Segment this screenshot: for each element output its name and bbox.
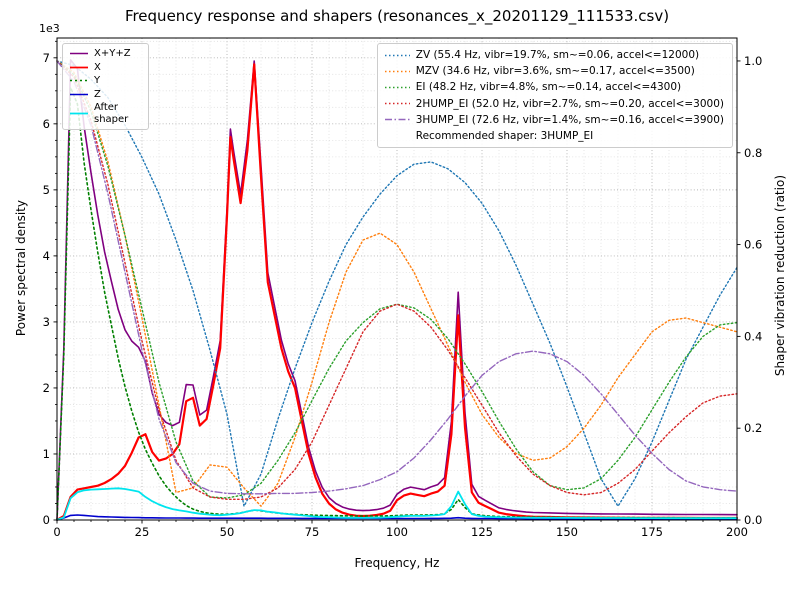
- y-left-tick-label: 1: [43, 447, 50, 461]
- x-tick-label: 100: [386, 525, 408, 539]
- y-left-tick-label: 7: [43, 51, 50, 65]
- psd-legend-item-4-line-sample: [70, 112, 88, 115]
- psd-legend-item-3-line-sample: [70, 93, 88, 96]
- legend-item-recommendation-label: Recommended shaper: 3HUMP_EI: [415, 129, 594, 142]
- x-tick-label: 25: [135, 525, 150, 539]
- y-left-tick-label: 4: [43, 249, 50, 263]
- psd-legend-item-0-line-sample: [70, 52, 88, 55]
- shaper-legend-item-2-line-sample: [384, 86, 410, 89]
- shaper-legend: ZV (55.4 Hz, vibr=19.7%, sm~=0.06, accel…: [376, 43, 733, 149]
- x-tick-label: 50: [220, 525, 235, 539]
- chart-title: Frequency response and shapers (resonanc…: [124, 7, 670, 25]
- psd-line-X: [55, 63, 739, 522]
- y-left-tick-label: 5: [43, 183, 50, 197]
- x-tick-label: 150: [556, 525, 578, 539]
- left-axis-label: Power spectral density: [14, 200, 28, 337]
- psd-line-After-shaper: [56, 487, 738, 521]
- shaper-legend-item-2-label: EI (48.2 Hz, vibr=4.8%, sm~=0.14, accel<…: [415, 81, 682, 94]
- y-left-tick-label: 2: [43, 381, 50, 395]
- shaper-legend-item-1-label: MZV (34.6 Hz, vibr=3.6%, sm~=0.17, accel…: [415, 65, 695, 78]
- x-tick-label: 125: [471, 525, 493, 539]
- psd-legend-item-4: After shaper: [69, 102, 140, 125]
- shaper-line-2HUMP_EI: [56, 60, 738, 500]
- shaper-legend-item-0: ZV (55.4 Hz, vibr=19.7%, sm~=0.06, accel…: [384, 48, 724, 62]
- axis-scale-offset: 1e3: [39, 22, 60, 35]
- shaper-legend-item-3-label: 2HUMP_EI (52.0 Hz, vibr=2.7%, sm~=0.20, …: [415, 97, 724, 110]
- shaper-legend-item-0-line-sample: [384, 54, 410, 56]
- shaper-legend-item-4-label: 3HUMP_EI (72.6 Hz, vibr=1.4%, sm~=0.16, …: [415, 113, 724, 126]
- psd-legend-item-1-label: X: [94, 61, 101, 73]
- shaper-line-3HUMP_EI: [56, 60, 738, 495]
- y-left-tick-label: 6: [43, 117, 50, 131]
- shaper-legend-item-4-line-sample: [384, 119, 410, 121]
- y-right-tick-label: 0.0: [744, 513, 762, 527]
- shaper-legend-item-1-line-sample: [384, 70, 410, 72]
- psd-line-Z: [56, 514, 738, 521]
- shaper-legend-item-4: 3HUMP_EI (72.6 Hz, vibr=1.4%, sm~=0.16, …: [384, 113, 724, 127]
- right-axis-label: Shaper vibration reduction (ratio): [773, 175, 787, 377]
- x-tick-label: 75: [305, 525, 320, 539]
- psd-legend-item-2: Y: [69, 75, 140, 87]
- psd-legend-item-0: X+Y+Z: [69, 48, 140, 60]
- psd-legend-item-3: Z: [69, 89, 140, 101]
- y-right-tick-label: 0.4: [744, 329, 762, 343]
- psd-legend-item-2-line-sample: [70, 79, 88, 82]
- shaper-line-MZV: [56, 60, 738, 507]
- x-tick-label: 0: [53, 525, 60, 539]
- psd-legend-item-3-label: Z: [94, 88, 101, 100]
- shaper-legend-item-1: MZV (34.6 Hz, vibr=3.6%, sm~=0.17, accel…: [384, 64, 724, 78]
- y-right-tick-label: 1.0: [744, 54, 762, 68]
- psd-legend-item-0-label: X+Y+Z: [94, 48, 131, 59]
- y-right-tick-label: 0.6: [744, 238, 762, 252]
- x-axis-label: Frequency, Hz: [354, 556, 440, 570]
- psd-line-Y: [56, 86, 738, 521]
- shaper-line-ZV: [56, 60, 738, 507]
- shaper-legend-item-2: EI (48.2 Hz, vibr=4.8%, sm~=0.14, accel<…: [384, 80, 724, 94]
- psd-legend-item-1: X: [69, 62, 140, 74]
- shaper-legend-item-3: 2HUMP_EI (52.0 Hz, vibr=2.7%, sm~=0.20, …: [384, 97, 724, 111]
- psd-legend-item-1-line-sample: [70, 66, 88, 69]
- y-left-tick-label: 3: [43, 315, 50, 329]
- legend-spacer: [384, 130, 411, 141]
- psd-legend-item-4-label: After shaper: [94, 102, 129, 125]
- y-right-tick-label: 0.2: [744, 421, 762, 435]
- legend-item-recommendation: Recommended shaper: 3HUMP_EI: [384, 129, 724, 143]
- psd-legend: X+Y+Z X Y Z After shaper: [62, 43, 149, 130]
- x-tick-label: 200: [726, 525, 748, 539]
- shaper-legend-item-0-label: ZV (55.4 Hz, vibr=19.7%, sm~=0.06, accel…: [415, 49, 700, 61]
- y-left-tick-label: 0: [43, 513, 50, 527]
- x-tick-label: 175: [641, 525, 663, 539]
- shaper-legend-item-3-line-sample: [384, 102, 410, 105]
- psd-legend-item-2-label: Y: [94, 75, 101, 86]
- y-right-tick-label: 0.8: [744, 146, 762, 160]
